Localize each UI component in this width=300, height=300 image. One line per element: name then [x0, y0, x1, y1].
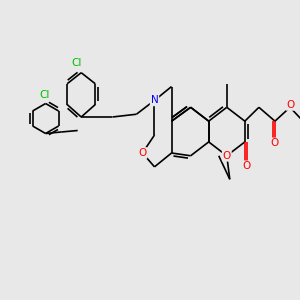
Text: O: O: [138, 148, 147, 158]
Text: Cl: Cl: [71, 58, 82, 68]
Text: O: O: [223, 151, 231, 161]
Text: O: O: [271, 138, 279, 148]
Text: O: O: [286, 100, 295, 110]
Text: O: O: [242, 161, 250, 171]
Text: Cl: Cl: [39, 90, 49, 100]
Text: N: N: [151, 95, 158, 105]
